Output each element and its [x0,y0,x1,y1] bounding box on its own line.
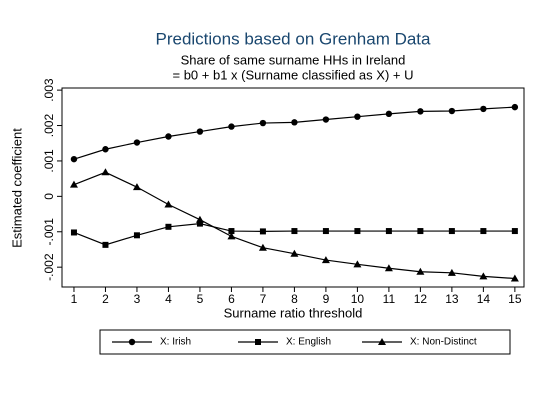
marker [196,128,204,135]
x-tick-label: 10 [351,292,365,306]
marker [385,110,393,118]
x-tick-label: 9 [323,292,330,306]
marker [290,249,299,257]
marker [291,228,298,235]
marker [165,223,172,230]
marker [417,108,424,115]
marker [228,228,235,235]
marker [511,228,518,235]
marker [70,229,77,236]
x-tick-label: 6 [228,292,235,306]
marker [70,155,78,163]
marker [511,103,519,111]
marker [69,180,78,188]
marker [321,256,330,264]
x-tick-label: 12 [414,292,428,306]
marker [291,119,298,126]
marker [479,272,488,280]
y-tick-label: 0 [42,193,56,200]
legend-label: X: Irish [160,337,191,348]
y-tick-label: .001 [42,149,56,173]
marker [164,200,173,208]
marker [258,243,267,251]
marker [259,119,267,127]
legend-marker [378,338,386,345]
x-axis-label: Surname ratio threshold [224,305,363,320]
marker [102,146,109,153]
marker [228,123,235,130]
legend-label: X: Non-Distinct [410,337,477,348]
plot-frame [61,87,525,288]
marker [133,139,141,146]
x-tick-label: 3 [134,292,141,306]
marker [353,260,362,268]
x-tick-label: 11 [383,292,396,306]
marker [259,228,266,235]
marker [195,215,204,223]
marker [322,228,329,235]
marker [447,268,456,276]
legend-label: X: English [286,337,331,348]
x-tick-label: 5 [197,292,204,306]
x-tick-label: 13 [445,292,459,306]
marker [322,116,330,123]
x-tick-label: 15 [508,292,522,306]
x-tick-label: 7 [260,292,267,306]
marker [132,183,141,191]
marker [480,105,487,113]
x-tick-label: 2 [102,292,109,306]
y-tick-label: -.002 [42,253,56,281]
legend-marker [255,339,261,345]
marker [384,264,393,272]
marker [448,228,455,235]
marker [354,228,361,235]
y-tick-label: -.001 [42,218,56,246]
marker [165,133,172,140]
chart-subtitle: = b0 + b1 x (Surname classified as X) + … [173,67,414,82]
marker [101,168,110,176]
marker [448,107,456,115]
x-tick-label: 1 [71,292,78,306]
marker [480,228,487,235]
marker [133,232,140,239]
marker [510,274,519,282]
marker [102,241,109,248]
legend-box [99,329,511,355]
legend-marker [128,338,136,346]
x-tick-label: 14 [477,292,491,306]
y-tick-label: .003 [42,78,56,102]
marker [385,228,392,235]
marker [416,267,425,275]
marker [196,220,203,227]
chart-title: Predictions based on Grenham Data [156,29,432,48]
marker [417,228,424,235]
x-tick-label: 8 [291,292,298,306]
y-tick-label: .002 [42,114,56,138]
chart-subtitle: Share of same surname HHs in Ireland [181,52,406,67]
x-tick-label: 4 [165,292,172,306]
y-axis-label: Estimated coefficient [9,128,24,248]
marker [227,232,236,240]
marker [354,113,361,120]
